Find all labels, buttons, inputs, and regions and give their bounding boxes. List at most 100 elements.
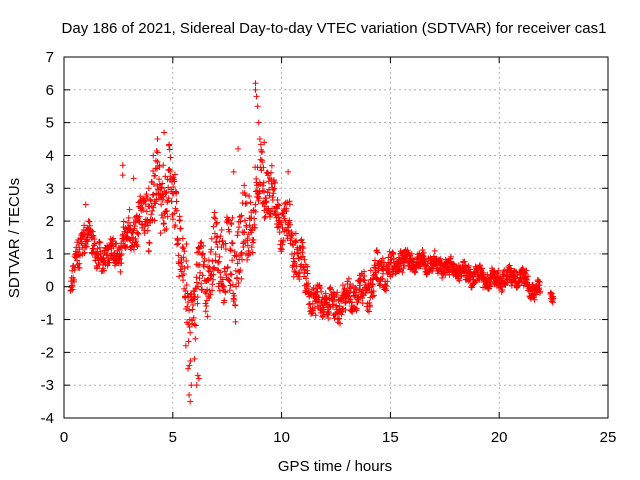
data-point — [200, 242, 207, 249]
y-tick-label: -2 — [41, 344, 54, 361]
data-point — [231, 292, 238, 299]
data-point — [184, 303, 191, 310]
data-point — [126, 206, 133, 213]
data-point — [283, 208, 290, 215]
data-point — [131, 225, 138, 232]
data-point — [479, 265, 486, 272]
data-point — [271, 185, 278, 192]
data-point — [212, 215, 219, 222]
data-point — [274, 224, 281, 231]
data-point — [76, 246, 83, 253]
data-point — [241, 229, 248, 236]
data-point — [71, 276, 78, 283]
data-point — [260, 164, 267, 171]
data-point — [537, 288, 544, 295]
data-point — [304, 263, 311, 270]
data-point — [148, 211, 155, 218]
data-point — [337, 320, 344, 327]
data-point — [524, 276, 531, 283]
data-point — [225, 277, 232, 284]
data-point — [171, 178, 178, 185]
data-point — [191, 355, 198, 362]
data-point — [205, 267, 212, 274]
data-point — [83, 243, 90, 250]
data-point — [166, 146, 173, 153]
data-point — [369, 281, 376, 288]
data-point — [300, 245, 307, 252]
data-point — [213, 234, 220, 241]
data-point — [271, 208, 278, 215]
data-point — [360, 276, 367, 283]
data-point — [147, 196, 154, 203]
y-tick-label: 7 — [46, 49, 54, 66]
data-point — [548, 290, 555, 297]
data-point — [201, 255, 208, 262]
data-point — [175, 252, 182, 259]
data-point — [159, 196, 166, 203]
data-point — [215, 259, 222, 266]
data-point — [469, 273, 476, 280]
data-point — [175, 240, 182, 247]
data-point — [186, 392, 193, 399]
data-point — [218, 226, 225, 233]
data-point — [179, 272, 186, 279]
data-point — [370, 292, 377, 299]
data-point — [84, 238, 91, 245]
data-point — [194, 372, 201, 379]
data-point — [367, 302, 374, 309]
data-point — [226, 287, 233, 294]
data-point — [119, 172, 126, 179]
x-tick-label: 20 — [491, 429, 508, 446]
data-point — [278, 219, 285, 226]
data-point — [75, 242, 82, 249]
data-point — [221, 283, 228, 290]
y-axis-label: SDTVAR / TECUs — [6, 178, 23, 298]
data-point — [367, 267, 374, 274]
data-point — [359, 300, 366, 307]
data-point — [238, 212, 245, 219]
data-point — [160, 220, 167, 227]
data-point — [259, 149, 266, 156]
data-point — [243, 224, 250, 231]
data-point — [215, 258, 222, 265]
data-point — [288, 251, 295, 258]
data-point — [550, 295, 557, 302]
data-point — [244, 242, 251, 249]
data-point — [249, 249, 256, 256]
data-point — [207, 275, 214, 282]
data-point — [221, 297, 228, 304]
data-point — [419, 247, 426, 254]
data-point — [199, 272, 206, 279]
data-point — [166, 166, 173, 173]
data-point — [234, 274, 241, 281]
y-tick-label: -1 — [41, 312, 54, 329]
data-point — [143, 191, 150, 198]
data-point — [185, 321, 192, 328]
data-point — [185, 338, 192, 345]
data-point — [285, 168, 292, 175]
data-point — [210, 271, 217, 278]
data-point — [133, 212, 140, 219]
data-point — [291, 268, 298, 275]
data-point — [180, 271, 187, 278]
data-point — [171, 210, 178, 217]
data-point — [493, 271, 500, 278]
data-point — [182, 294, 189, 301]
data-point — [241, 182, 248, 189]
data-point — [465, 262, 472, 269]
data-point — [250, 237, 257, 244]
data-point — [130, 246, 137, 253]
data-point — [319, 314, 326, 321]
data-point — [399, 269, 406, 276]
data-point — [193, 382, 200, 389]
data-point — [267, 211, 274, 218]
data-point — [154, 182, 161, 189]
data-point — [82, 201, 89, 208]
data-point — [326, 309, 333, 316]
data-point — [198, 287, 205, 294]
data-point — [238, 249, 245, 256]
data-point — [145, 248, 152, 255]
data-point — [237, 218, 244, 225]
data-point — [288, 228, 295, 235]
data-point — [326, 285, 333, 292]
